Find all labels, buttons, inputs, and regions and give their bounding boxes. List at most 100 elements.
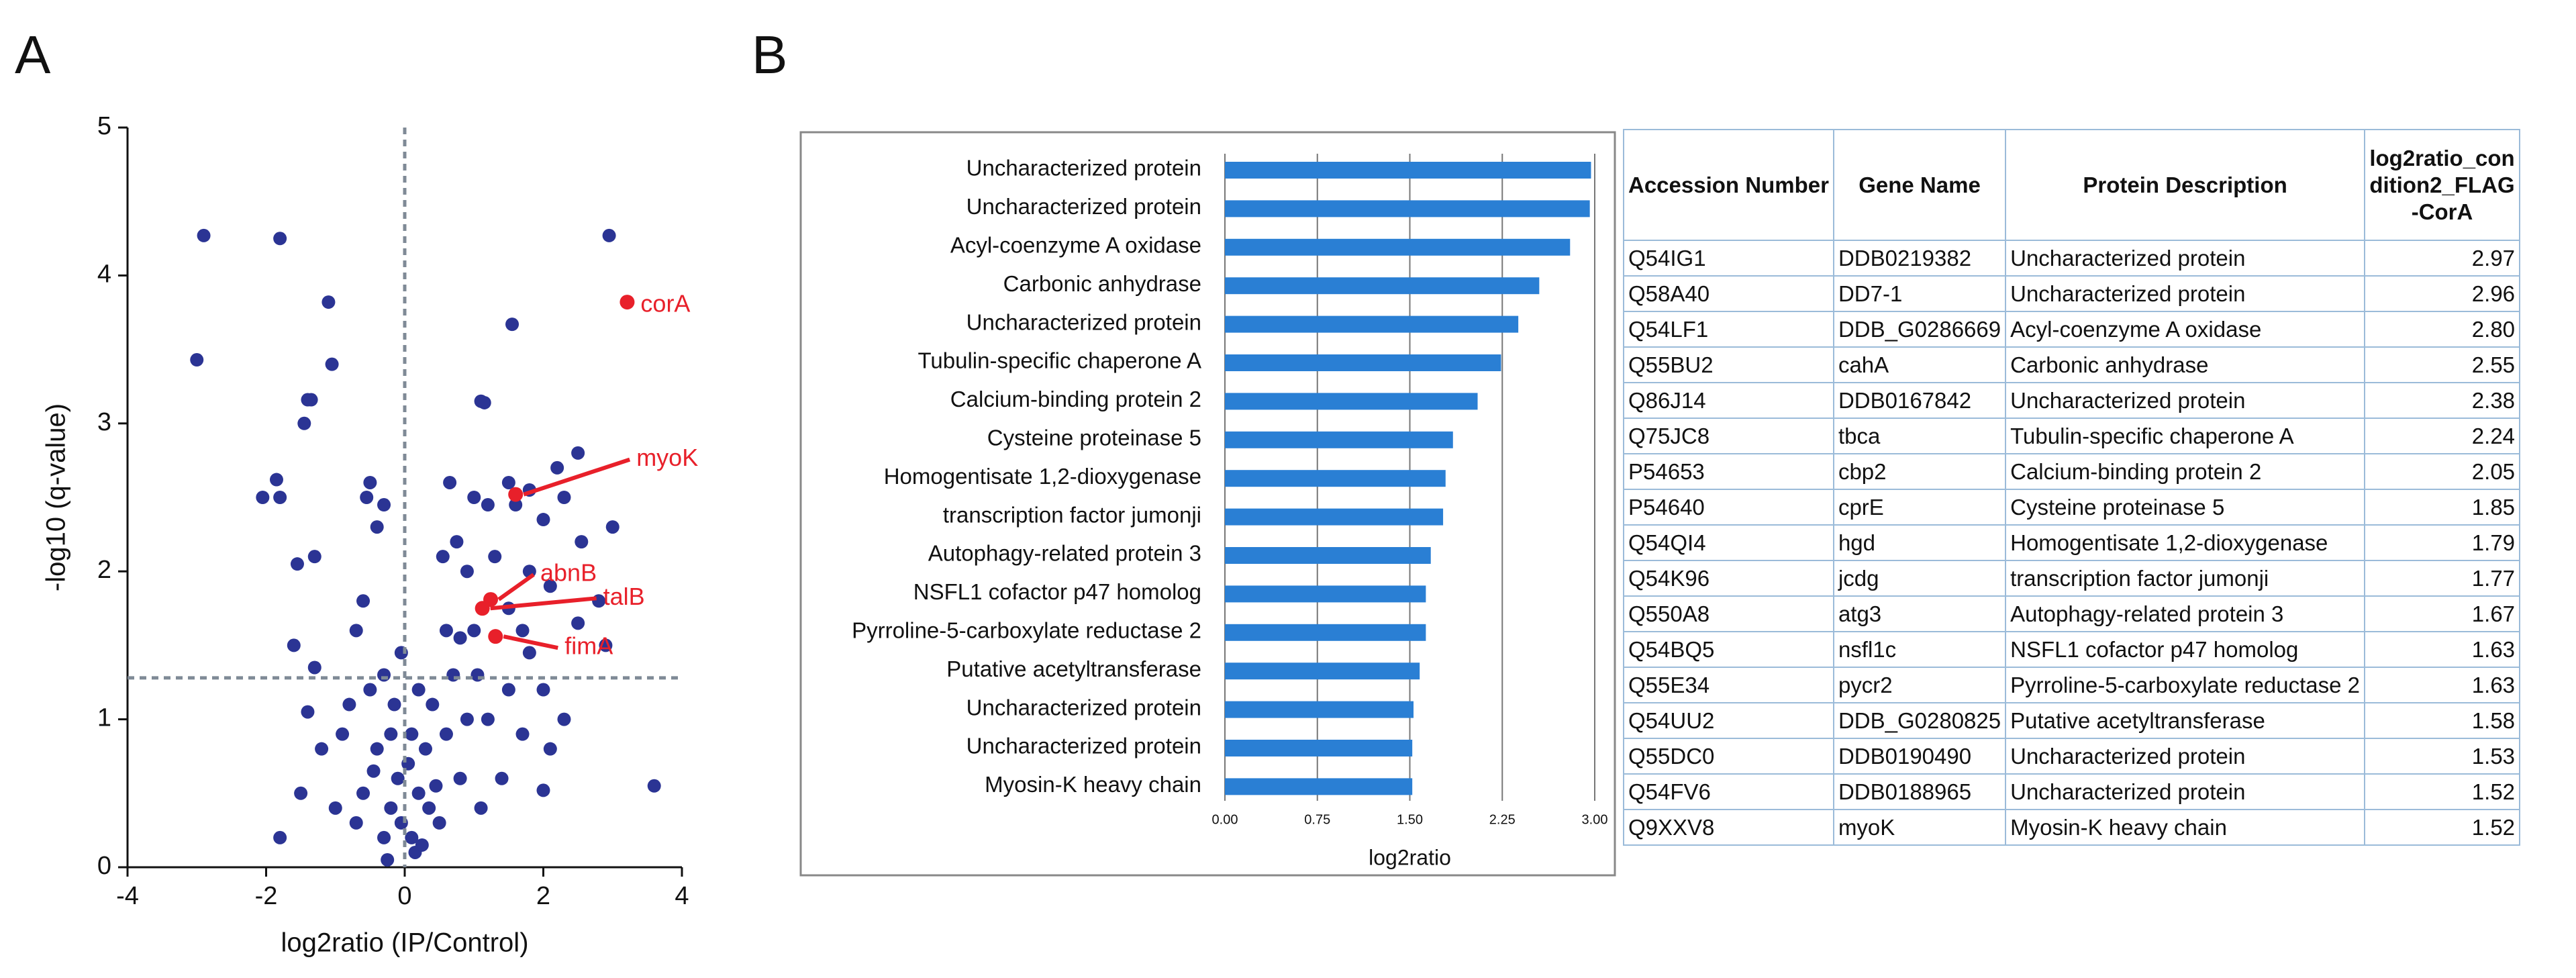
point	[307, 661, 321, 675]
annotation-arrow	[497, 573, 535, 601]
protein-table: Accession Number Gene Name Protein Descrip…	[1623, 129, 2521, 846]
point	[366, 764, 381, 778]
highlight-point	[620, 295, 635, 310]
table-cell: P54653	[1623, 453, 1834, 490]
point	[273, 491, 287, 504]
point	[269, 473, 283, 487]
table-cell: 2.80	[2364, 311, 2521, 348]
point	[363, 683, 377, 697]
point	[422, 801, 436, 815]
category-label: transcription factor jumonji	[943, 502, 1201, 527]
point	[411, 683, 426, 697]
table-row: Q54IG1 DDB0219382 Uncharacterized protein 2…	[1623, 240, 2521, 277]
point	[432, 816, 446, 830]
annotation-label: myoK	[636, 444, 698, 471]
bar	[1225, 315, 1519, 333]
point	[363, 475, 377, 489]
table-cell: Q55DC0	[1623, 738, 1834, 775]
table-cell: Uncharacterized protein	[2005, 382, 2366, 419]
point	[481, 498, 495, 512]
bar	[1225, 624, 1426, 641]
point	[377, 830, 391, 844]
table-cell: NSFL1 cofactor p47 homolog	[2005, 631, 2366, 668]
category-label: Autophagy-related protein 3	[928, 541, 1201, 566]
point	[342, 697, 356, 712]
table-cell: Autophagy-related protein 3	[2005, 595, 2366, 632]
category-label: Tubulin-specific chaperone A	[918, 348, 1201, 373]
table-row: Q54BQ5 nsfl1c NSFL1 cofactor p47 homolog 1.…	[1623, 631, 2521, 668]
category-label: Uncharacterized protein	[967, 156, 1201, 181]
point	[481, 712, 495, 726]
category-label: Acyl-coenzyme A oxidase	[950, 233, 1201, 258]
category-label: Uncharacterized protein	[967, 695, 1201, 720]
table-cell: cprE	[1832, 489, 2007, 526]
point	[370, 742, 384, 756]
table-cell: Q550A8	[1623, 595, 1834, 632]
point	[536, 513, 550, 527]
table-cell: Q55E34	[1623, 667, 1834, 703]
y-tick-label: 1	[97, 704, 111, 732]
table-cell: Calcium-binding protein 2	[2005, 453, 2366, 490]
point	[536, 683, 550, 697]
y-tick-label: 3	[97, 408, 111, 436]
point	[522, 646, 536, 660]
x-tick-label: 0	[397, 882, 411, 910]
point	[460, 712, 474, 726]
point	[370, 520, 384, 534]
bar	[1225, 470, 1446, 487]
table-cell: 2.05	[2364, 453, 2521, 490]
column-header: Gene Name	[1832, 129, 2007, 241]
panel-label: A	[15, 25, 51, 85]
point	[509, 498, 523, 512]
category-label: Myosin-K heavy chain	[985, 772, 1201, 797]
point	[377, 498, 391, 512]
x-tick-label: 1.50	[1397, 812, 1423, 827]
point	[429, 779, 443, 793]
table-cell: myoK	[1832, 809, 2007, 846]
point	[446, 668, 460, 682]
bar	[1225, 778, 1413, 795]
column-header: log2ratio_condition2_FLAG-CorA	[2364, 129, 2521, 241]
x-axis-label: log2ratio	[1369, 845, 1451, 869]
bar	[1225, 740, 1413, 756]
point	[467, 624, 481, 638]
table-row: Q58A40 DD7-1 Uncharacterized protein 2.96	[1623, 275, 2521, 312]
table-row: Q550A8 atg3 Autophagy-related protein 3 1.6…	[1623, 595, 2521, 632]
table-row: Q54FV6 DDB0188965 Uncharacterized protein 1…	[1623, 773, 2521, 810]
point	[356, 786, 370, 800]
table-cell: 2.97	[2364, 240, 2521, 277]
table-cell: Q54K96	[1623, 560, 1834, 597]
point	[336, 727, 350, 741]
point	[647, 779, 661, 793]
point	[301, 393, 315, 407]
table-row: Q86J14 DDB0167842 Uncharacterized protein 2…	[1623, 382, 2521, 419]
x-tick-label: -2	[255, 882, 278, 910]
bar	[1225, 547, 1431, 564]
table-cell: DDB_G0280825	[1832, 702, 2007, 739]
point	[197, 228, 211, 242]
table-row: Q54K96 jcdg transcription factor jumonji 1.…	[1623, 560, 2521, 597]
point	[273, 830, 287, 844]
table-cell: Uncharacterized protein	[2005, 240, 2366, 277]
annotation-label: abnB	[540, 559, 597, 587]
table-body: Q54IG1 DDB0219382 Uncharacterized protein 2…	[1623, 240, 2521, 846]
header-row: Accession Number Gene Name Protein Descrip…	[1623, 129, 2521, 241]
point	[436, 550, 450, 564]
table-cell: cbp2	[1832, 453, 2007, 490]
table-cell: Q9XXV8	[1623, 809, 1834, 846]
table-cell: 1.67	[2364, 595, 2521, 632]
table-cell: nsfl1c	[1832, 631, 2007, 668]
table-cell: 1.52	[2364, 773, 2521, 810]
point	[488, 550, 502, 564]
category-label: Cysteine proteinase 5	[987, 426, 1201, 450]
point	[453, 771, 467, 785]
table-cell: P54640	[1623, 489, 1834, 526]
annotation-label: talB	[603, 583, 645, 610]
table-cell: 1.63	[2364, 631, 2521, 668]
point	[575, 535, 589, 549]
category-label: Homogentisate 1,2-dioxygenase	[884, 464, 1201, 489]
bar	[1225, 162, 1591, 179]
y-axis-label: -log10 (q-value)	[42, 403, 71, 591]
